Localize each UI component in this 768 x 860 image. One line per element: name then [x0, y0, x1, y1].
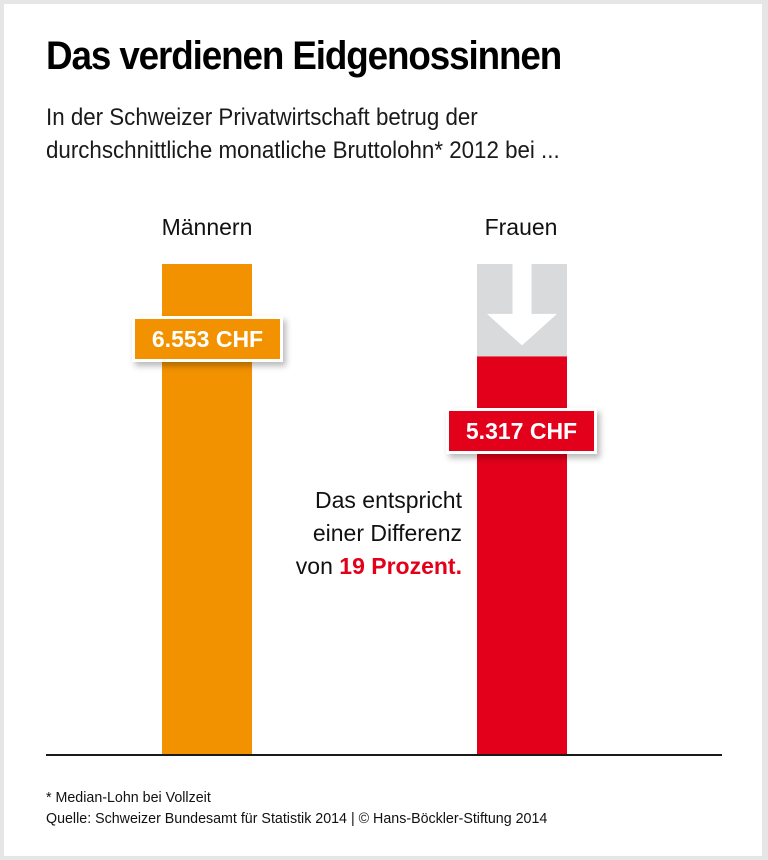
category-label-women: Frauen — [484, 214, 558, 240]
annotation-prefix: von — [295, 553, 340, 579]
annotation-line-2: einer Differenz — [312, 520, 462, 546]
chart-subtitle: In der Schweizer Privatwirtschaft betrug… — [46, 101, 560, 167]
value-label-women: 5.317 CHF — [446, 408, 597, 454]
difference-percent: 19 Prozent. — [339, 553, 462, 579]
difference-annotation: Das entspricht einer Differenz von 19 Pr… — [296, 484, 462, 583]
footer: * Median-Lohn bei Vollzeit Quelle: Schwe… — [46, 787, 547, 829]
subtitle-line-1: In der Schweizer Privatwirtschaft betrug… — [46, 104, 478, 131]
infographic-card — [4, 4, 762, 856]
subtitle-line-2: durchschnittliche monatliche Bruttolohn*… — [46, 137, 560, 164]
source-credit: Quelle: Schweizer Bundesamt für Statisti… — [46, 810, 548, 827]
category-label-men: Männern — [161, 214, 253, 240]
annotation-line-1: Das entspricht — [314, 487, 462, 513]
annotation-line-3: von 19 Prozent. — [296, 550, 462, 583]
footnote: * Median-Lohn bei Vollzeit — [46, 789, 211, 806]
arrow-down-icon — [487, 264, 557, 346]
value-label-men: 6.553 CHF — [132, 316, 283, 362]
chart-title: Das verdienen Eidgenossinnen — [46, 34, 562, 78]
